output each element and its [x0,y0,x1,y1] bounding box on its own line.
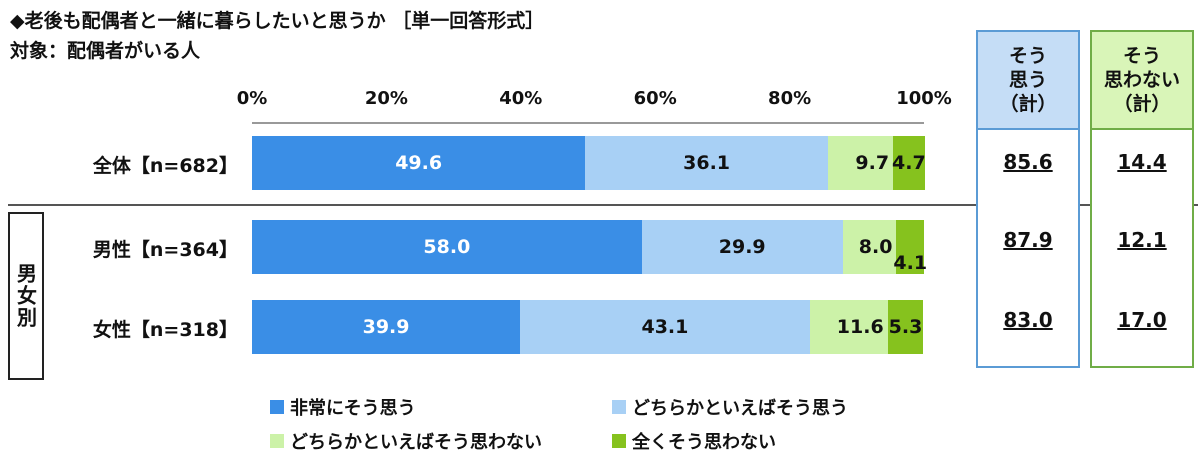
summary-column: そう 思う （計） 85.6 87.9 83.0 [976,30,1080,368]
chart-title: ◆老後も配偶者と一緒に暮らしたいと思うか ［単一回答形式］ [10,10,545,32]
summary-header: そう 思わない （計） [1092,32,1192,128]
summary-value: 17.0 [1117,308,1167,332]
summary-value: 12.1 [1117,228,1167,252]
bar-segment: 11.6 [809,300,888,354]
legend-item: 全くそう思わない [612,428,776,454]
legend-swatch [612,434,626,448]
bar-segment: 49.6 [252,136,586,190]
summary-body [978,128,1078,366]
bar-segment: 29.9 [641,220,843,274]
row-label: 全体【n=682】 [92,155,238,177]
x-tick-label: 100% [896,88,952,109]
group-label-gender: 男女別 [8,212,44,380]
bar-segment: 4.1 [893,220,927,274]
legend-item: どちらかといえばそう思わない [270,428,542,454]
legend-label: 非常にそう思う [290,398,416,419]
x-tick-label: 0% [236,88,268,109]
summary-value: 85.6 [1003,150,1053,174]
bar-segment: 43.1 [520,300,810,354]
legend-swatch [270,400,284,414]
bar-segment: 8.0 [842,220,897,274]
x-tick-label: 60% [633,88,677,109]
summary-body [1092,128,1192,366]
summary-column: そう 思わない （計） 14.4 12.1 17.0 [1090,30,1194,368]
x-tick-label: 80% [768,88,812,109]
x-tick-label: 20% [364,88,408,109]
bar-segment: 58.0 [252,220,642,274]
bar-segment: 39.9 [252,300,521,354]
bar-segment: 4.7 [892,136,926,190]
legend-label: どちらかといえばそう思わない [290,432,542,453]
legend-label: どちらかといえばそう思う [632,398,848,419]
summary-header: そう 思う （計） [978,32,1078,128]
row-label: 男性【n=364】 [92,239,238,261]
legend-swatch [270,434,284,448]
x-axis-line [252,122,924,124]
bar-segment: 36.1 [585,136,828,190]
summary-value: 14.4 [1117,150,1167,174]
row-label: 女性【n=318】 [92,319,238,341]
legend-item: 非常にそう思う [270,394,416,420]
bar-segment: 9.7 [827,136,894,190]
bar-segment: 5.3 [887,300,924,354]
summary-value: 83.0 [1003,308,1053,332]
legend-label: 全くそう思わない [632,432,776,453]
group-separator-line [8,204,1198,206]
chart-subtitle: 対象：配偶者がいる人 [10,40,201,62]
legend-item: どちらかといえばそう思う [612,394,848,420]
x-tick-label: 40% [499,88,543,109]
legend-swatch [612,400,626,414]
summary-value: 87.9 [1003,228,1053,252]
